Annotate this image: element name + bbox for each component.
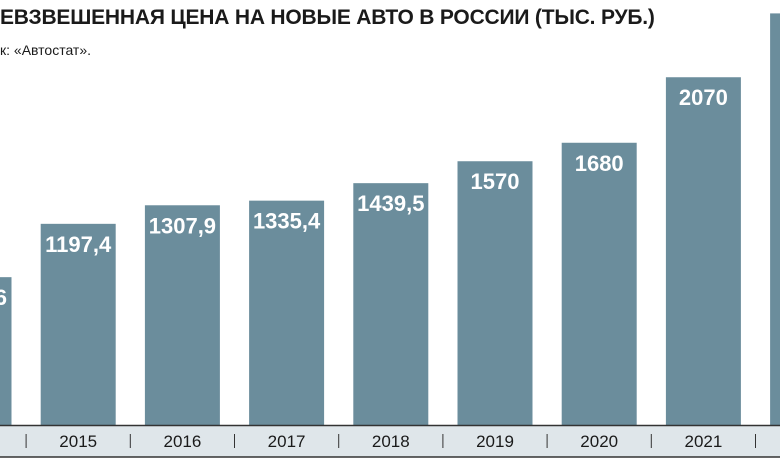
bar bbox=[0, 277, 12, 425]
bar bbox=[353, 183, 429, 425]
x-tick-label: 2020 bbox=[580, 432, 618, 451]
x-tick-label: 2015 bbox=[59, 432, 97, 451]
bar bbox=[249, 200, 325, 425]
x-tick-label: 2021 bbox=[684, 432, 722, 451]
bar bbox=[144, 205, 220, 425]
x-tick-label: 2016 bbox=[163, 432, 201, 451]
x-tick-label: 2017 bbox=[268, 432, 306, 451]
bar-value-label: 1570 bbox=[471, 169, 520, 194]
bar bbox=[40, 223, 116, 425]
bar-value-label: 2070 bbox=[679, 85, 728, 110]
bar bbox=[665, 77, 741, 426]
x-tick-label: 2019 bbox=[476, 432, 514, 451]
chart-source: к: «Автостат». bbox=[0, 42, 92, 58]
bar-value-label: 1335,4 bbox=[253, 209, 321, 234]
bar-value-label: 1680 bbox=[575, 151, 624, 176]
bar bbox=[770, 13, 780, 426]
bar bbox=[457, 161, 533, 426]
bar-value-label: 1439,5 bbox=[357, 191, 424, 216]
bar-value-label: 6 bbox=[0, 285, 7, 310]
bar-value-label: 1307,9 bbox=[149, 213, 216, 238]
chart-title: ЕВЗВЕШЕННАЯ ЦЕНА НА НОВЫЕ АВТО В РОССИИ … bbox=[0, 6, 655, 29]
bar-value-label: 1197,4 bbox=[45, 232, 112, 257]
bar bbox=[561, 142, 637, 425]
x-tick-label: 2018 bbox=[372, 432, 410, 451]
